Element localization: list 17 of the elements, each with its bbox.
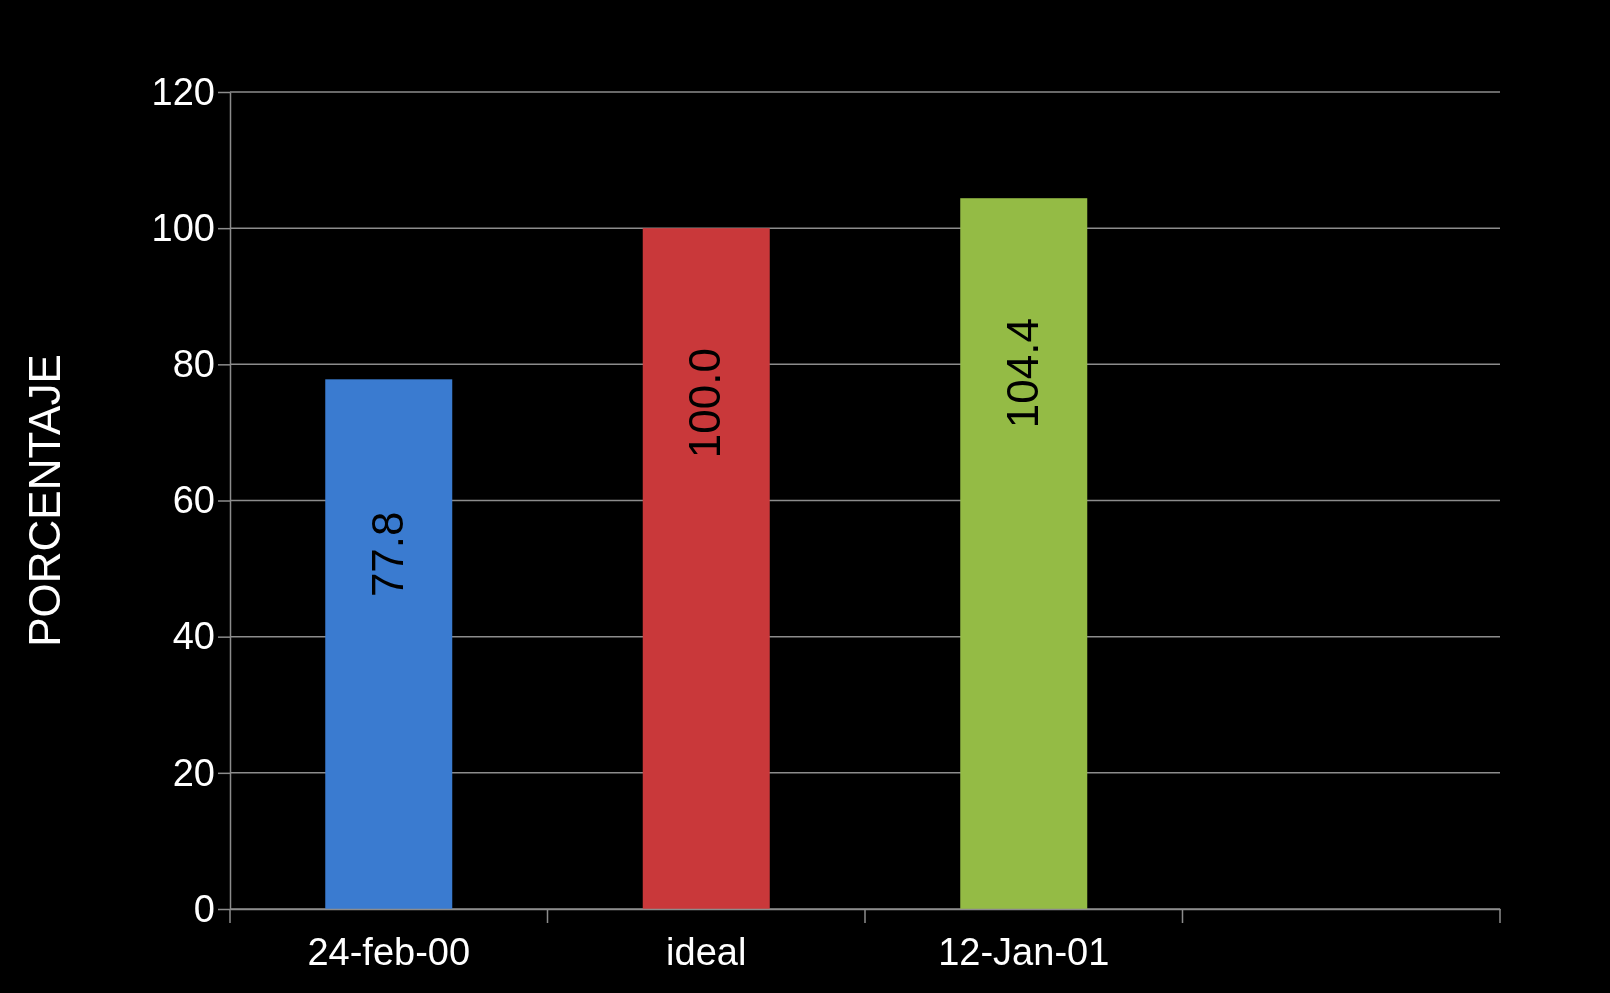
x-tick-label: 12-Jan-01 (938, 931, 1110, 974)
y-tick-label: 60 (172, 479, 215, 522)
bar (642, 228, 770, 909)
y-tick-label: 120 (151, 70, 215, 113)
bar (960, 198, 1088, 909)
y-tick-label: 20 (172, 751, 215, 794)
bar (325, 379, 453, 909)
data-label: 104.4 (997, 318, 1047, 429)
data-label: 77.8 (362, 511, 412, 598)
x-tick-label: 24-feb-00 (307, 931, 471, 974)
x-tick-label: ideal (666, 931, 747, 974)
y-tick-label: 80 (172, 342, 215, 385)
y-tick-label: 0 (193, 887, 215, 930)
y-axis-title: PORCENTAJE (20, 354, 69, 647)
data-label: 100.0 (680, 348, 730, 459)
y-tick-label: 40 (172, 615, 215, 658)
y-tick-label: 100 (151, 206, 215, 249)
